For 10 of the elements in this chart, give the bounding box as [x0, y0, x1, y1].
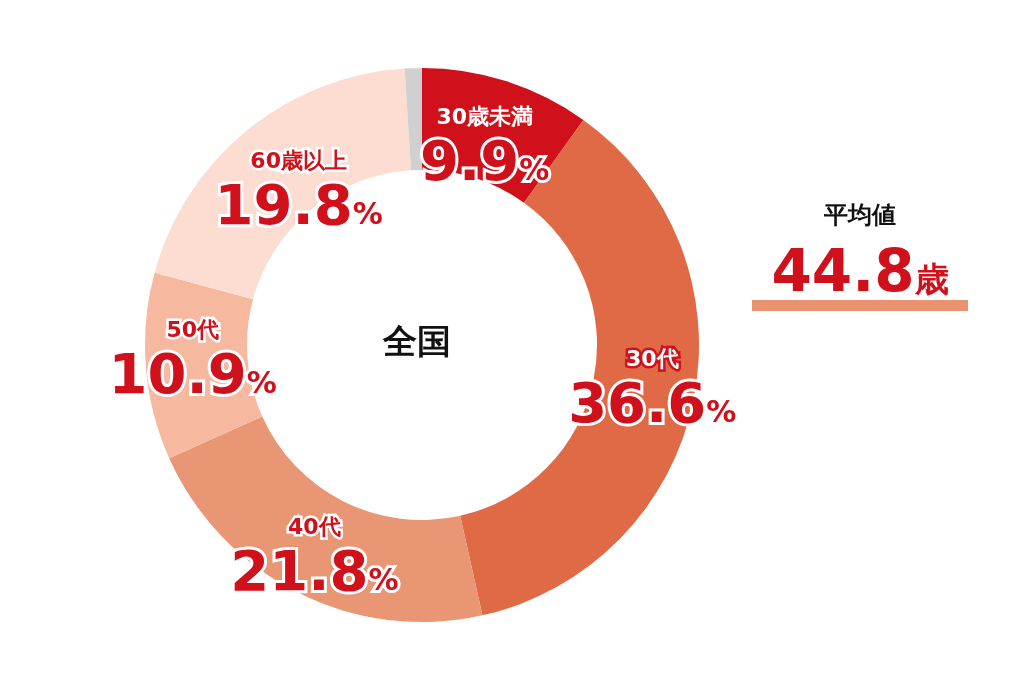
text: 全国	[382, 321, 451, 361]
slice-label: 30歳未満	[436, 103, 534, 129]
slice-label: 30代	[625, 345, 679, 371]
slice-label: 40代	[288, 513, 341, 539]
slice-label: 60歳以上	[250, 147, 347, 173]
text: 平均値	[823, 201, 896, 229]
donut-slice	[404, 68, 422, 171]
slice-label: 50代	[166, 317, 220, 343]
text: 44.8歳	[771, 237, 949, 305]
data-label: 19.8%	[214, 171, 383, 237]
